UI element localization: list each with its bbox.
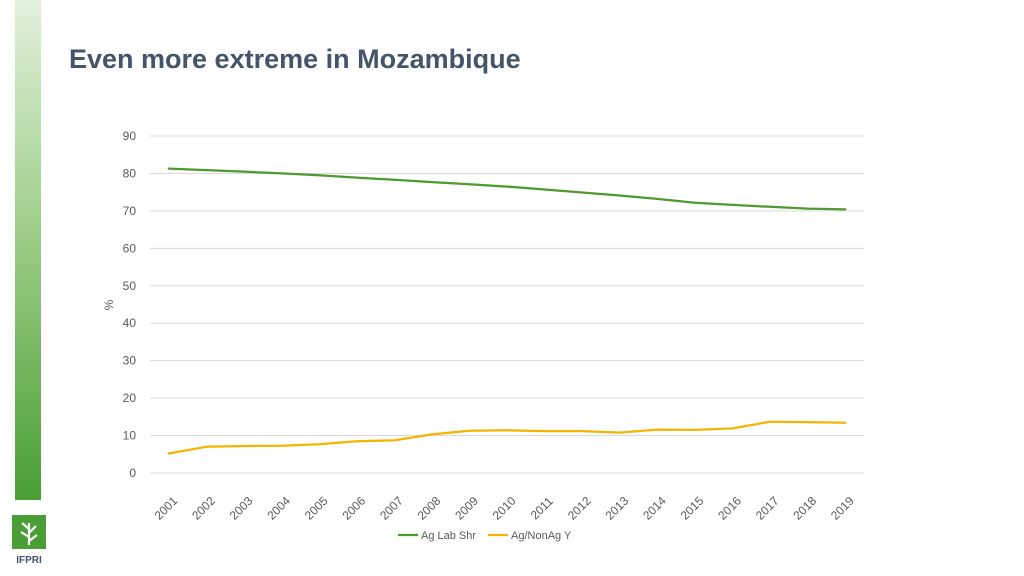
y-tick-label: 90 xyxy=(123,129,137,143)
y-tick-label: 10 xyxy=(123,429,137,443)
series-line-1 xyxy=(167,167,847,211)
slide-title: Even more extreme in Mozambique xyxy=(69,44,521,74)
x-tick-label: 2016 xyxy=(715,494,744,523)
y-tick-label: 0 xyxy=(129,466,136,480)
y-tick-label: 50 xyxy=(123,279,137,293)
x-tick-labels: 2001 2002 2003 2004 2005 2006 2007 2008 2009 2010… xyxy=(152,494,857,523)
decorative-sidebar xyxy=(15,0,41,500)
y-tick-label: 20 xyxy=(123,391,137,405)
legend-label: Ag Lab Shr xyxy=(421,530,476,542)
x-tick-label: 2005 xyxy=(302,494,331,523)
x-tick-label: 2006 xyxy=(339,494,368,523)
y-tick-label: 40 xyxy=(123,316,137,330)
x-tick-label: 2014 xyxy=(640,494,669,523)
gridlines xyxy=(150,135,864,474)
y-axis-label: % xyxy=(102,299,116,310)
legend-label: Ag/NonAg Y xyxy=(511,530,572,542)
x-tick-label: 2009 xyxy=(452,494,481,523)
x-tick-label: 2002 xyxy=(189,494,218,523)
y-tick-labels: 0 10 20 30 40 50 60 70 80 90 xyxy=(123,129,137,480)
x-tick-label: 2003 xyxy=(227,494,256,523)
logo-text: IFPRI xyxy=(16,555,42,566)
x-tick-label: 2007 xyxy=(377,494,406,523)
x-tick-label: 2008 xyxy=(415,494,444,523)
ifpri-logo: IFPRI xyxy=(12,515,46,566)
x-tick-label: 2004 xyxy=(264,494,293,523)
x-tick-label: 2001 xyxy=(152,494,181,523)
x-tick-label: 2012 xyxy=(565,494,594,523)
x-tick-label: 2015 xyxy=(678,494,707,523)
x-tick-label: 2011 xyxy=(528,494,556,522)
x-tick-label: 2019 xyxy=(828,494,857,523)
x-tick-label: 2010 xyxy=(490,494,519,523)
legend: Ag Lab Shr Ag/NonAg Y xyxy=(398,530,572,542)
x-tick-label: 2013 xyxy=(603,494,632,523)
y-tick-label: 80 xyxy=(123,166,137,180)
series-line-2 xyxy=(167,420,847,455)
y-tick-label: 30 xyxy=(123,354,137,368)
series-lines xyxy=(167,167,847,455)
x-tick-label: 2018 xyxy=(790,494,819,523)
y-tick-label: 70 xyxy=(123,204,137,218)
y-tick-label: 60 xyxy=(123,241,137,255)
x-tick-label: 2017 xyxy=(753,494,782,523)
